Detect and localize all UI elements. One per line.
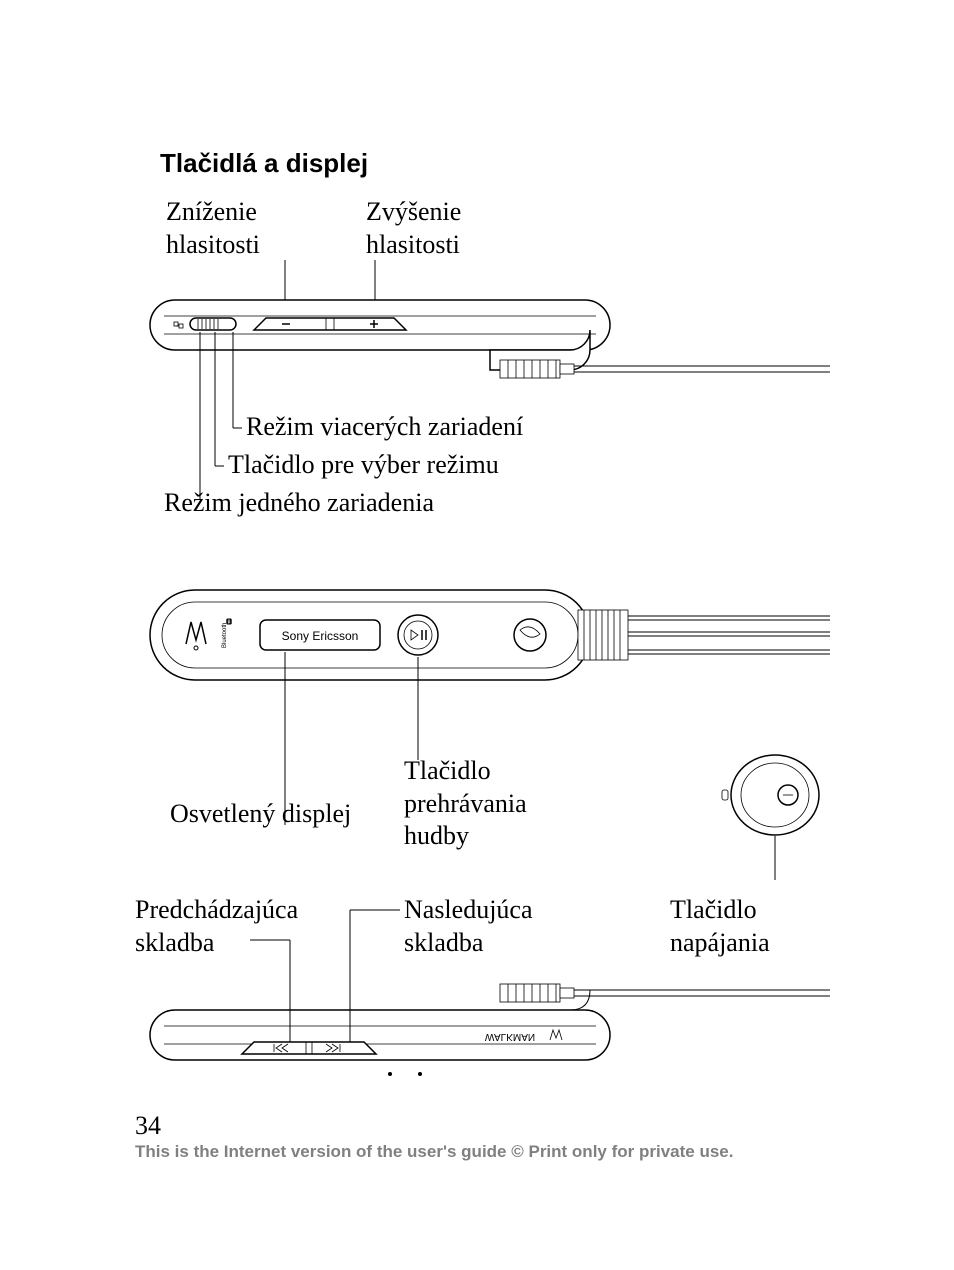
svg-text:Bluetooth: Bluetooth — [222, 623, 228, 648]
label-next-track: Nasledujúcaskladba — [404, 894, 533, 959]
footer-note: This is the Internet version of the user… — [135, 1142, 733, 1162]
diagram-top-view — [130, 260, 830, 390]
diagram-bottom-view: WALKMAN — [130, 980, 830, 1100]
label-multi-mode: Režim viacerých zariadení — [246, 411, 523, 444]
device-screen-text: Sony Ericsson — [282, 629, 359, 643]
label-mode-button: Tlačidlo pre výber režimu — [228, 449, 499, 482]
walkman-brand-text: WALKMAN — [485, 1031, 535, 1042]
page-title: Tlačidlá a displej — [160, 148, 368, 179]
label-single-mode: Režim jedného zariadenia — [164, 487, 434, 520]
page-number: 34 — [135, 1111, 161, 1141]
label-vol-down: Zníženiehlasitosti — [166, 196, 260, 261]
manual-page: Tlačidlá a displej Zníženiehlasitosti Zv… — [0, 0, 954, 1270]
label-display: Osvetlený displej — [170, 798, 351, 831]
diagram-side-view — [720, 750, 830, 880]
label-play-button: Tlačidloprehrávaniahudby — [404, 755, 527, 853]
diagram-front-view: 🅱 Bluetooth Sony Ericsson — [130, 580, 830, 710]
label-vol-up: Zvýšeniehlasitosti — [366, 196, 461, 261]
label-power-button: Tlačidlonapájania — [670, 894, 770, 959]
